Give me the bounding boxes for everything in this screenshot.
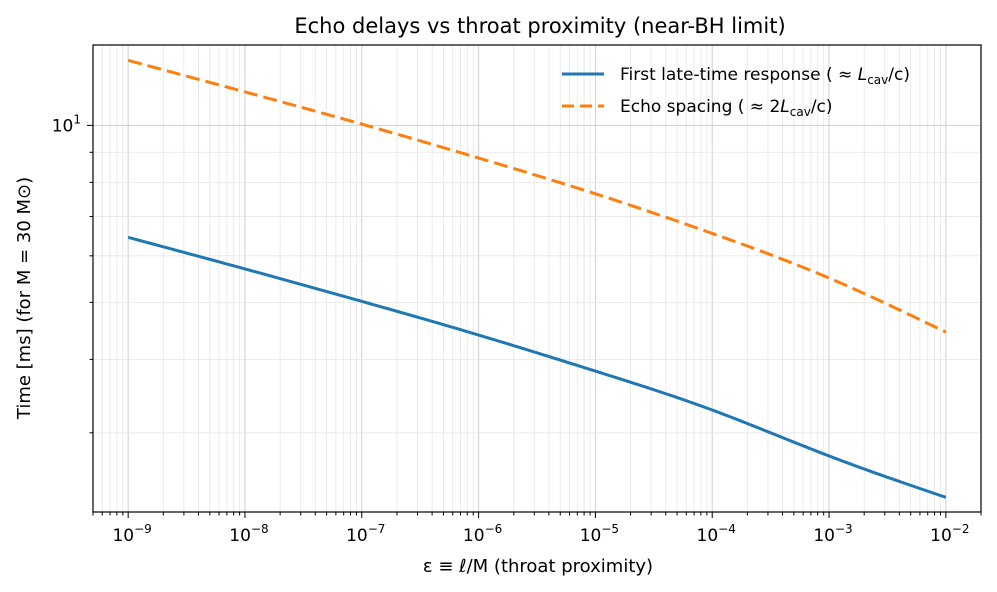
grid [92, 45, 982, 512]
chart-title: Echo delays vs throat proximity (near-BH… [294, 14, 785, 38]
x-tick-label: 10−7 [346, 522, 385, 546]
series-line-echo-spacing [127, 58, 947, 334]
legend-label: First late-time response ( ≈ Lcav/c) [620, 65, 910, 87]
y-tick-label: 101 [52, 112, 81, 136]
plot-series [127, 58, 947, 499]
x-tick-label: 10−9 [112, 522, 151, 546]
legend: First late-time response ( ≈ Lcav/c) Echo… [562, 65, 910, 119]
legend-label: Echo spacing ( ≈ 2Lcav/c) [620, 97, 833, 119]
y-axis-label: Time [ms] (for M = 30 M⊙) [14, 177, 35, 420]
x-tick-label: 10−8 [229, 522, 268, 546]
x-tick-label: 10−4 [697, 522, 736, 546]
plot-frame [92, 44, 982, 513]
x-axis-label: ε ≡ ℓ/M (throat proximity) [423, 556, 653, 577]
axis-ticks: 10−9 10−8 10−7 10−6 10−5 10−4 10−3 10−2 101 [52, 112, 982, 546]
x-tick-label: 10−6 [463, 522, 502, 546]
x-tick-label: 10−5 [580, 522, 619, 546]
series-line-first-response [127, 235, 947, 499]
x-tick-label: 10−3 [813, 522, 852, 546]
x-tick-label: 10−2 [930, 522, 969, 546]
